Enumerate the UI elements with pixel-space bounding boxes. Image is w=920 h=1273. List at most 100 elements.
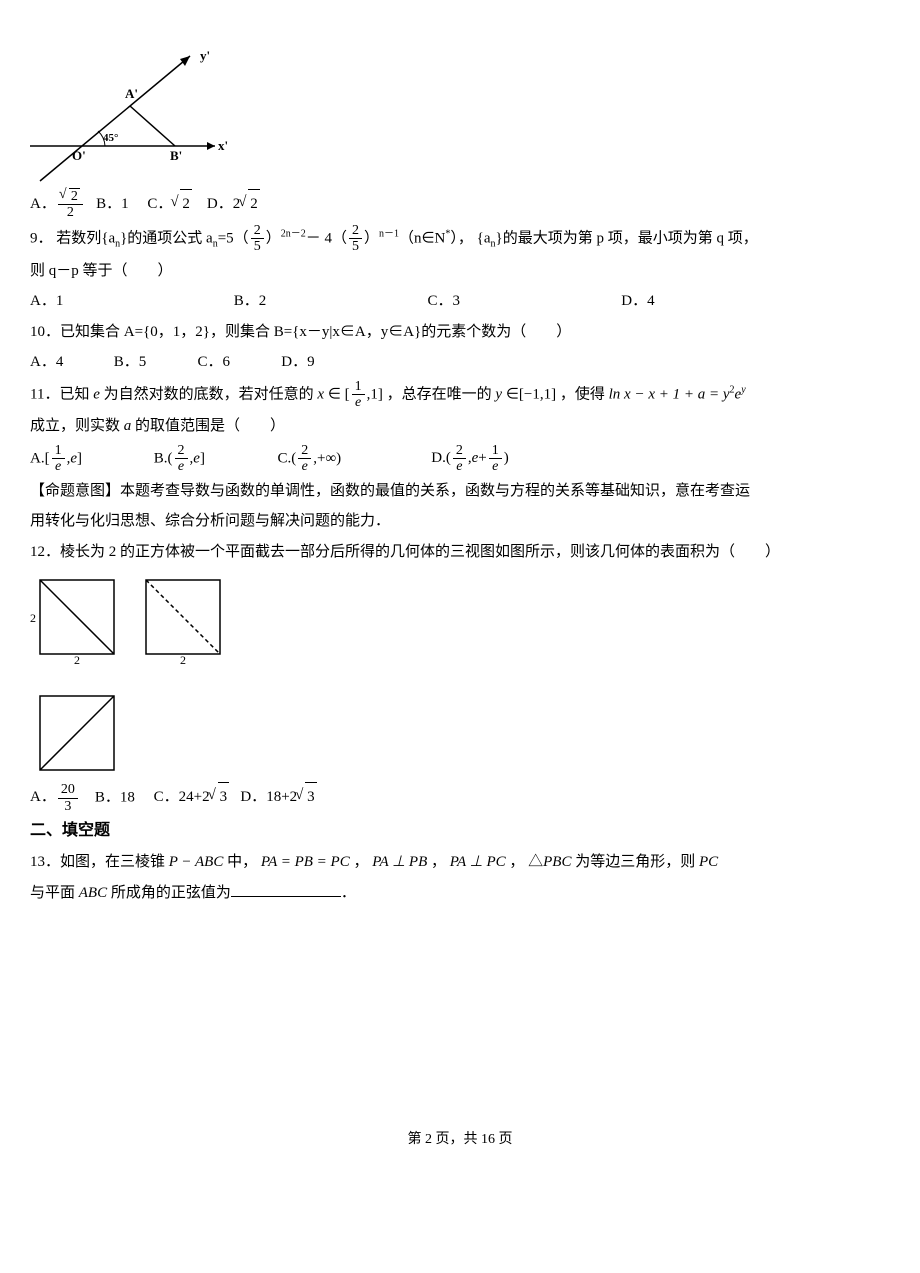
t: （n∈N [399,230,445,246]
label-x: x' [218,138,228,153]
exp: 2n－2 [281,228,306,239]
p: C. [278,450,292,466]
q8-figure: y' x' A' B' O' 45° [30,46,890,186]
t: 的取值范围是（ ） [135,418,285,434]
opt-D: D.(2e,e+1e) [431,450,508,466]
q10-options: A．4 B．5 C．6 D．9 [30,348,890,377]
svg-text:2: 2 [180,653,186,664]
t: ． [341,885,356,901]
q11-options: A.[1e,e] B.(2e,e] C.(2e,+∞) D.(2e,e+1e) [30,443,890,475]
opt-B: B．5 [114,348,194,377]
pc: PC [699,854,718,870]
lb: [ [345,386,350,402]
label-O: O' [72,148,86,163]
label-A: A' [125,86,138,101]
opt-B: B．18 [95,789,135,805]
ln: ln [609,386,621,402]
lb: ( [446,450,451,466]
opt-B: B．1 [96,196,129,212]
t: }的通项公式 a [120,230,213,246]
e1: PA = PB = PC [261,854,350,870]
t: 13．如图，在三棱锥 [30,854,165,870]
svg-text:2: 2 [74,653,80,664]
q8-options: A．22 B．1 C．2 D．22 [30,188,890,221]
q11-line2: 成立，则实数 a 的取值范围是（ ） [30,412,890,441]
a: a [124,418,132,434]
t: ） [266,230,281,246]
q11-note1: 【命题意图】本题考查导数与函数的单调性，函数的最值的关系，函数与方程的关系等基础… [30,477,890,506]
t: ）， {a [450,230,490,246]
e: e [93,386,100,402]
q13-line2: 与平面 ABC 所成角的正弦值为 ． [30,879,890,908]
t: 与平面 [30,885,75,901]
p: P − ABC [169,854,224,870]
t: =5（ [218,230,249,246]
t: 中， [227,854,257,870]
t: 11．已知 [30,386,89,402]
t: ， △ [509,854,543,870]
opt-A: A．1 [30,287,230,316]
q9-stem: 9． 若数列{an}的通项公式 an=5（25）2n－2－ 4（25）n－1（n… [30,223,890,255]
rb: ] [200,450,205,466]
t: ， [431,854,446,870]
t: ，使得 [560,386,605,402]
opt-B: B.(2e,e] [154,443,274,475]
rb: ) [504,450,509,466]
t: 页，共 [432,1132,481,1147]
q13-stem: 13．如图，在三棱锥 P − ABC 中， PA = PB = PC ， PA … [30,848,890,877]
pl: + [478,450,486,466]
opt-D: D．9 [281,354,314,370]
page-total: 16 [481,1132,495,1147]
page-num: 2 [425,1132,432,1147]
e2: PA ⊥ PB [372,854,427,870]
q12-views: 2 2 2 [30,572,890,778]
p: D. [431,450,446,466]
p: D． [240,789,266,805]
t: ，总存在唯一的 [387,386,492,402]
opt-A: A．4 [30,348,110,377]
svg-text:2: 2 [30,611,36,625]
n: 18+2 [266,789,297,805]
y: y [495,386,502,402]
q12-options: A．203 B．18 C．24+23 D．18+23 [30,782,890,814]
t: 为等边三角形，则 [575,854,695,870]
q10-stem: 10．已知集合 A={0，1，2}，则集合 B={x－y|x∈A，y∈A}的元素… [30,318,890,347]
opt-D: D．4 [621,293,654,309]
t: ， [353,854,368,870]
opt-D: D．18+23 [240,789,316,805]
label-angle: 45° [103,132,118,144]
page-footer: 第 2 页，共 16 页 [30,1127,890,1154]
opt-C: C．24+23 [154,789,233,805]
opt-A: A．22 [30,196,89,212]
opt-C: C．2 [147,196,195,212]
p: A. [30,450,45,466]
opt-C: C．6 [198,348,278,377]
p: C． [154,789,179,805]
opt-D-pre: D． [207,196,233,212]
opt-D: D．22 [207,196,260,212]
eq: x − x + 1 + a = y [620,386,729,402]
exp: n－1 [379,228,399,239]
abc: ABC [79,885,107,901]
ry: ∈[−1,1] [506,386,556,402]
in: ∈ [328,386,341,402]
p: A． [30,789,56,805]
lb: ( [291,450,296,466]
n: 24+2 [179,789,210,805]
q9-options: A．1 B．2 C．3 D．4 [30,287,890,316]
opt-A: A．203 [30,789,84,805]
t: 所成角的正弦值为 [111,885,231,901]
q11-stem: 11．已知 e 为自然对数的底数，若对任意的 x ∈ [1e,1] ，总存在唯一… [30,379,890,411]
opt-C-pre: C． [147,196,172,212]
opt-A: A.[1e,e] [30,443,150,475]
p: B. [154,450,168,466]
q11-note2: 用转化与化归思想、综合分析问题与解决问题的能力． [30,507,890,536]
inf: ,+∞) [313,450,341,466]
opt-C: C．3 [428,287,618,316]
lb: [ [45,450,50,466]
comma: ,1] [367,386,383,402]
t: 9． 若数列{a [30,230,115,246]
view-1: 2 2 [30,572,122,664]
yy: y [741,384,745,395]
q9-line2: 则 q－p 等于（ ） [30,257,890,286]
